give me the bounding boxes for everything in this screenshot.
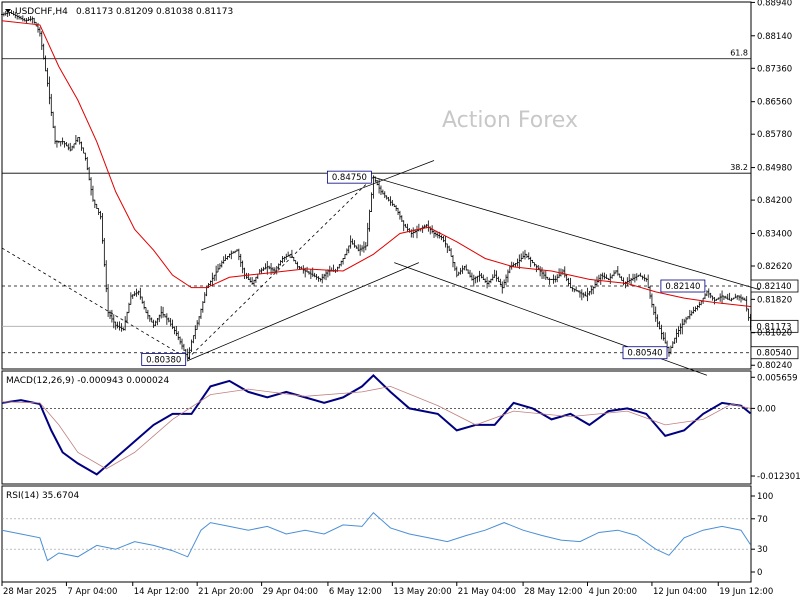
price-axis-label: 0.81020 bbox=[757, 329, 792, 339]
header-high: 0.81209 bbox=[116, 7, 153, 17]
macd-signal-line bbox=[1, 385, 751, 470]
time-axis-label: 12 Jun 04:00 bbox=[653, 587, 707, 597]
macd-line bbox=[1, 374, 752, 476]
time-axis-label: 19 Jun 12:00 bbox=[719, 587, 773, 597]
price-annotation-box bbox=[141, 353, 187, 366]
dropdown-triangle-icon[interactable] bbox=[5, 9, 11, 13]
trend-line bbox=[200, 160, 435, 251]
price-axis-label: 0.87360 bbox=[757, 64, 792, 74]
trend-line bbox=[187, 262, 420, 362]
price-axis-label: 0.82620 bbox=[757, 262, 792, 272]
header-close: 0.81173 bbox=[196, 7, 233, 17]
time-axis: 28 Mar 2025 7 Apr 04:00 14 Apr 12:00 21 Apr… bbox=[1, 582, 773, 597]
time-axis-label: 21 Apr 20:00 bbox=[198, 587, 253, 597]
time-axis-label: 14 Apr 12:00 bbox=[134, 587, 189, 597]
price-axis-label: 0.88940 bbox=[757, 0, 792, 8]
price-axis-label: 0.80240 bbox=[757, 361, 792, 371]
time-axis-label: 28 Mar 2025 bbox=[3, 587, 57, 597]
time-axis-label: 6 May 12:00 bbox=[329, 587, 382, 597]
price-pane-frame bbox=[1, 1, 752, 370]
trend-line bbox=[373, 176, 761, 291]
macd-axis-label: 0.00 bbox=[757, 404, 776, 414]
level-tag-box bbox=[750, 346, 799, 360]
dashed-guide-line bbox=[1, 247, 188, 359]
price-annotation-label: 0.80380 bbox=[146, 355, 181, 365]
price-axis-label: 0.84200 bbox=[757, 196, 792, 206]
time-axis-label: 7 Apr 04:00 bbox=[67, 587, 117, 597]
price-annotation-label: 0.80540 bbox=[627, 349, 662, 359]
macd-indicator: 0.005659 0.00 -0.012301 bbox=[1, 373, 800, 482]
time-axis-label: 21 May 04:00 bbox=[458, 587, 516, 597]
rsi-axis-label: 30 bbox=[757, 545, 768, 555]
price-levels: 61.8 38.2 0.82140 0.81173 0.80540 bbox=[2, 49, 799, 360]
price-axis-label: 0.83400 bbox=[757, 229, 792, 239]
fibonacci-level-label: 61.8 bbox=[730, 49, 748, 58]
rsi-title: RSI(14) 35.6704 bbox=[6, 491, 79, 501]
time-axis-label: 29 Apr 04:00 bbox=[263, 587, 318, 597]
level-tag-box bbox=[750, 279, 799, 293]
price-annotation-box bbox=[660, 279, 706, 293]
time-axis-label: 13 May 20:00 bbox=[393, 587, 451, 597]
price-annotation-box bbox=[622, 346, 668, 360]
price-axis-label: 0.84980 bbox=[757, 164, 792, 174]
header-symbol: USDCHF,H4 bbox=[15, 7, 68, 17]
price-annotation-label: 0.82140 bbox=[665, 282, 700, 292]
header-open: 0.81173 bbox=[76, 7, 113, 17]
price-axis-label: 0.81820 bbox=[757, 295, 792, 305]
fibonacci-level-label: 38.2 bbox=[730, 163, 748, 172]
rsi-axis-label: 100 bbox=[757, 492, 773, 502]
price-axis: 0.88940 0.88140 0.87360 0.86560 0.85780 0.849… bbox=[751, 0, 792, 371]
rsi-axis-label: 70 bbox=[757, 515, 768, 525]
price-header: USDCHF,H4 0.81173 0.81209 0.81038 0.8117… bbox=[5, 7, 233, 17]
price-axis-label: 0.85780 bbox=[757, 130, 792, 140]
time-axis-label: 4 Jun 20:00 bbox=[589, 587, 638, 597]
moving-average-line bbox=[1, 20, 751, 307]
price-axis-label: 0.88140 bbox=[757, 32, 792, 42]
price-annotation-box bbox=[326, 170, 372, 184]
level-tag-label: 0.82140 bbox=[756, 282, 791, 292]
time-axis-label: 28 May 12:00 bbox=[524, 587, 582, 597]
header-low: 0.81038 bbox=[156, 7, 193, 17]
price-annotation-label: 0.84750 bbox=[332, 173, 367, 183]
price-annotations: 0.84750 0.80380 0.82140 0.80540 bbox=[141, 170, 706, 366]
price-axis-label: 0.86560 bbox=[757, 98, 792, 108]
rsi-axis-label: 0 bbox=[757, 568, 762, 578]
macd-title: MACD(12,26,9) -0.000943 0.000024 bbox=[6, 376, 169, 386]
macd-axis-label: 0.005659 bbox=[757, 373, 798, 383]
rsi-pane-frame bbox=[1, 485, 752, 583]
level-tag-label: 0.80540 bbox=[756, 349, 791, 359]
rsi-line bbox=[1, 512, 751, 562]
level-tag-label: 0.81173 bbox=[756, 322, 791, 332]
moving-average bbox=[1, 20, 751, 307]
rsi-indicator: 100 70 30 0 bbox=[1, 492, 773, 578]
watermark: Action Forex bbox=[442, 108, 578, 133]
dashed-guide-line bbox=[187, 176, 374, 359]
candles bbox=[1, 9, 752, 362]
macd-axis-label: -0.012301 bbox=[757, 472, 800, 482]
macd-pane-frame bbox=[1, 370, 752, 485]
